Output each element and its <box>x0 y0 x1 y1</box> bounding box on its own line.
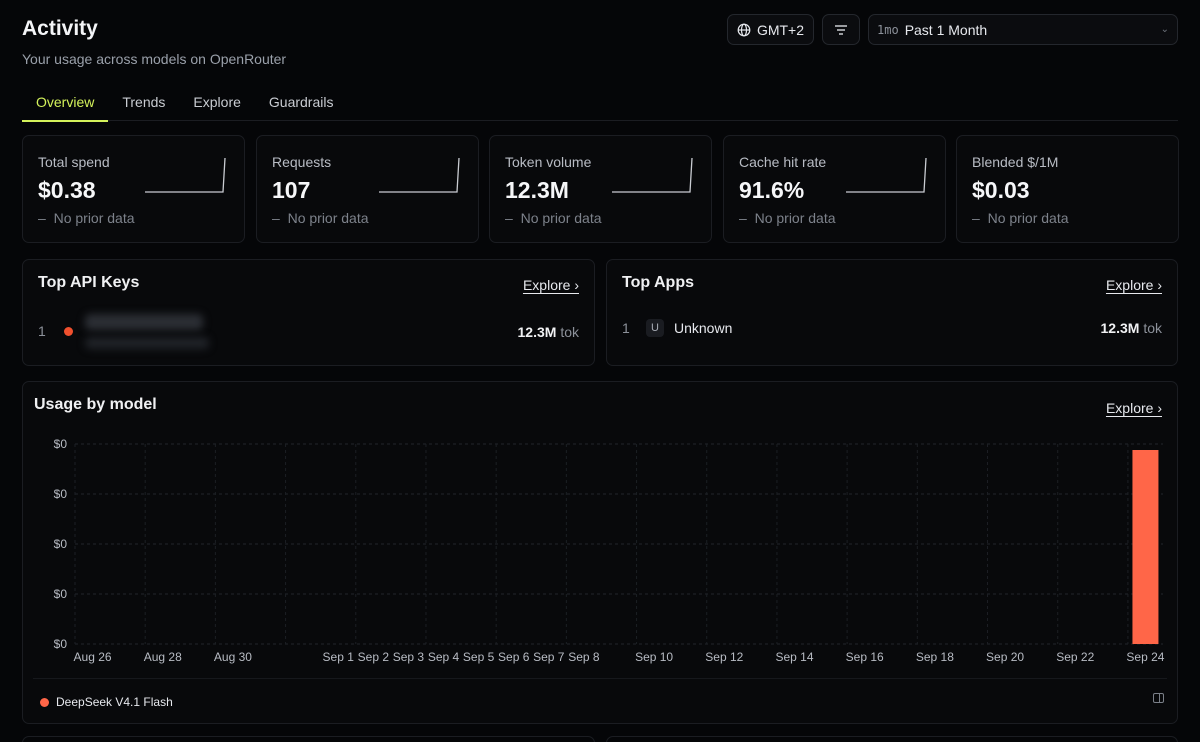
explore-link[interactable]: Explore › <box>522 277 579 293</box>
x-tick-label: Sep 24 <box>1126 650 1164 664</box>
y-tick-label: $0 <box>54 487 68 501</box>
row-tokens: 12.3M tok <box>1100 320 1163 336</box>
stat-label: Blended $/1M <box>972 154 1059 170</box>
stat-card-blended-cost: Blended $/1M $0.03 – No prior data <box>956 135 1179 243</box>
stat-delta: – No prior data <box>739 210 836 226</box>
card-title: Usage by model <box>34 396 157 413</box>
stat-delta: – No prior data <box>972 210 1069 226</box>
y-tick-label: $0 <box>54 637 68 651</box>
x-tick-label: Sep 7 <box>533 650 565 664</box>
explore-link[interactable]: Explore › <box>1105 277 1162 293</box>
range-label: Past 1 Month <box>904 21 988 38</box>
x-tick-label: Sep 16 <box>846 650 884 664</box>
bar <box>1132 450 1159 644</box>
filter-button[interactable] <box>822 14 860 45</box>
panel-toggle-icon[interactable] <box>1153 693 1164 703</box>
stat-value: $0.03 <box>972 177 1030 203</box>
timezone-button[interactable]: GMT+2 <box>727 14 814 45</box>
stat-delta: – No prior data <box>272 210 369 226</box>
tab-bar: Overview Trends Explore Guardrails <box>22 82 1178 122</box>
stat-value: 107 <box>272 177 311 203</box>
toolbar: GMT+2 1mo Past 1 Month ⌄ <box>727 14 1178 45</box>
x-tick-label: Sep 5 <box>463 650 495 664</box>
stat-card-token-volume: Token volume 12.3M – No prior data <box>489 135 712 243</box>
top-api-keys-card: Top API Keys Explore › 1 12.3M tok <box>22 259 595 366</box>
key-color-dot <box>64 327 73 336</box>
x-tick-label: Sep 18 <box>916 650 954 664</box>
stat-card-total-spend: Total spend $0.38 – No prior data <box>22 135 245 243</box>
x-tick-label: Aug 30 <box>214 650 252 664</box>
usage-by-model-card: Usage by model Explore › $0 $0 $0 $0 $0 Aug 2… <box>22 381 1178 724</box>
x-tick-label: Sep 12 <box>705 650 743 664</box>
x-tick-label: Sep 20 <box>986 650 1024 664</box>
globe-icon <box>737 23 751 36</box>
row-rank: 1 <box>38 323 46 339</box>
time-range-select[interactable]: 1mo Past 1 Month ⌄ <box>868 14 1178 45</box>
filter-icon <box>835 24 847 35</box>
x-tick-label: Sep 4 <box>428 650 460 664</box>
row-rank: 1 <box>622 320 630 336</box>
top-apps-card: Top Apps Explore › 1 U Unknown 12.3M tok <box>606 259 1178 366</box>
stat-label: Total spend <box>38 154 110 170</box>
sparkline <box>846 157 927 193</box>
y-tick-label: $0 <box>54 537 68 551</box>
stat-card-requests: Requests 107 – No prior data <box>256 135 479 243</box>
x-tick-label: Sep 6 <box>498 650 530 664</box>
chevron-down-icon: ⌄ <box>1160 24 1169 35</box>
tab-explore[interactable]: Explore <box>193 94 241 110</box>
stat-value: 12.3M <box>505 177 569 203</box>
x-tick-label: Sep 8 <box>568 650 600 664</box>
sparkline <box>379 157 460 193</box>
page-subtitle: Your usage across models on OpenRouter <box>22 51 287 67</box>
y-tick-label: $0 <box>54 587 68 601</box>
legend-dot <box>40 698 49 707</box>
tab-guardrails[interactable]: Guardrails <box>268 94 334 110</box>
x-tick-label: Aug 26 <box>74 650 112 664</box>
row-tokens: 12.3M tok <box>517 324 580 340</box>
x-tick-label: Sep 14 <box>775 650 813 664</box>
tab-overview[interactable]: Overview <box>22 82 109 122</box>
card-title: Top Apps <box>622 274 694 291</box>
stat-value: 91.6% <box>739 177 805 203</box>
sparkline <box>145 157 226 193</box>
x-tick-label: Sep 22 <box>1056 650 1094 664</box>
y-tick-label: $0 <box>54 437 68 451</box>
stat-label: Token volume <box>505 154 592 170</box>
page-title: Activity <box>22 17 98 40</box>
stat-card-cache-hit-rate: Cache hit rate 91.6% – No prior data <box>723 135 946 243</box>
redacted-key-name[interactable] <box>85 314 203 330</box>
tab-trends[interactable]: Trends <box>122 94 166 110</box>
stat-delta: – No prior data <box>505 210 602 226</box>
stat-delta: – No prior data <box>38 210 135 226</box>
stat-label: Requests <box>272 154 332 170</box>
x-tick-label: Sep 2 <box>358 650 390 664</box>
app-name[interactable]: Unknown <box>674 320 733 336</box>
stat-value: $0.38 <box>38 177 96 203</box>
range-badge: 1mo <box>877 22 899 37</box>
divider <box>33 678 1167 679</box>
explore-link[interactable]: Explore › <box>1105 400 1162 416</box>
legend-label[interactable]: DeepSeek V4.1 Flash <box>56 695 173 709</box>
x-tick-label: Sep 1 <box>323 650 355 664</box>
x-tick-label: Aug 28 <box>144 650 182 664</box>
next-card-left <box>22 736 595 742</box>
stat-label: Cache hit rate <box>739 154 827 170</box>
x-tick-label: Sep 10 <box>635 650 673 664</box>
sparkline <box>612 157 693 193</box>
app-avatar: U <box>646 319 664 337</box>
card-title: Top API Keys <box>38 274 140 291</box>
redacted-key-id <box>85 337 209 349</box>
next-card-right <box>606 736 1178 742</box>
timezone-label: GMT+2 <box>756 21 805 38</box>
x-tick-label: Sep 3 <box>393 650 425 664</box>
